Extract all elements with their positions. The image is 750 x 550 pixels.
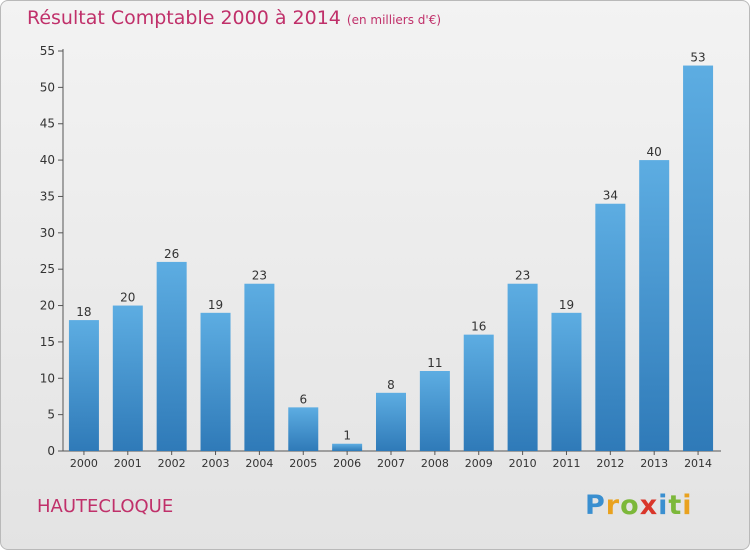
bar <box>156 261 187 451</box>
y-tick-label: 20 <box>40 299 55 313</box>
logo-letter: o <box>620 490 640 521</box>
y-tick-label: 10 <box>40 371 55 385</box>
bar <box>112 305 143 451</box>
x-tick-label: 2010 <box>509 457 537 470</box>
logo-letter: P <box>585 490 606 521</box>
commune-name: HAUTECLOQUE <box>37 496 174 517</box>
x-tick-label: 2013 <box>640 457 668 470</box>
x-tick-label: 2006 <box>333 457 361 470</box>
proxiti-logo: Proxiti <box>585 490 693 521</box>
title-text: Résultat Comptable 2000 à 2014 <box>27 7 341 29</box>
x-tick-label: 2005 <box>289 457 317 470</box>
x-tick-label: 2011 <box>552 457 580 470</box>
y-tick-label: 40 <box>40 153 55 167</box>
x-tick-label: 2002 <box>158 457 186 470</box>
bar <box>200 312 231 451</box>
y-tick-label: 35 <box>40 189 55 203</box>
y-tick-label: 50 <box>40 80 55 94</box>
bar-value-label: 11 <box>427 356 442 370</box>
bar <box>288 407 319 451</box>
bar <box>332 443 363 451</box>
bar <box>639 160 670 451</box>
bar <box>376 392 406 451</box>
bar-value-label: 6 <box>299 392 307 406</box>
bar-value-label: 19 <box>208 298 223 312</box>
logo-letter: i <box>682 490 693 521</box>
bar-value-label: 8 <box>387 378 395 392</box>
bar-value-label: 18 <box>76 305 91 319</box>
bar <box>419 371 450 451</box>
bar-value-label: 19 <box>559 298 574 312</box>
chart-title: Résultat Comptable 2000 à 2014 (en millie… <box>27 7 441 29</box>
x-tick-label: 2012 <box>596 457 624 470</box>
x-tick-label: 2004 <box>245 457 273 470</box>
bar-value-label: 40 <box>647 145 662 159</box>
y-tick-label: 30 <box>40 226 55 240</box>
x-tick-label: 2007 <box>377 457 405 470</box>
y-tick-label: 25 <box>40 262 55 276</box>
y-tick-label: 5 <box>47 408 55 422</box>
bar-value-label: 20 <box>120 291 135 305</box>
x-tick-label: 2001 <box>114 457 142 470</box>
y-tick-label: 15 <box>40 335 55 349</box>
logo-letter: t <box>668 490 683 521</box>
logo-letter: r <box>605 490 621 521</box>
bar <box>68 320 99 451</box>
bar-value-label: 34 <box>603 189 618 203</box>
x-tick-label: 2003 <box>202 457 230 470</box>
bar <box>595 203 626 451</box>
bar-value-label: 23 <box>252 269 267 283</box>
logo-letter: i <box>658 490 669 521</box>
bar-value-label: 26 <box>164 247 179 261</box>
x-tick-label: 2000 <box>70 457 98 470</box>
y-tick-label: 45 <box>40 117 55 131</box>
bar-value-label: 16 <box>471 320 486 334</box>
y-tick-label: 55 <box>40 44 55 58</box>
bar-value-label: 23 <box>515 269 530 283</box>
bar <box>683 65 714 451</box>
x-tick-label: 2008 <box>421 457 449 470</box>
y-tick-label: 0 <box>47 444 55 458</box>
bar-value-label: 1 <box>343 429 351 443</box>
title-unit: (en milliers d'€) <box>346 13 442 27</box>
bar <box>507 283 538 451</box>
bar <box>551 312 582 451</box>
x-tick-label: 2014 <box>684 457 712 470</box>
bar-value-label: 53 <box>690 51 705 65</box>
logo-letter: x <box>639 490 659 521</box>
x-tick-label: 2009 <box>465 457 493 470</box>
bar <box>244 283 275 451</box>
bar <box>463 334 494 451</box>
